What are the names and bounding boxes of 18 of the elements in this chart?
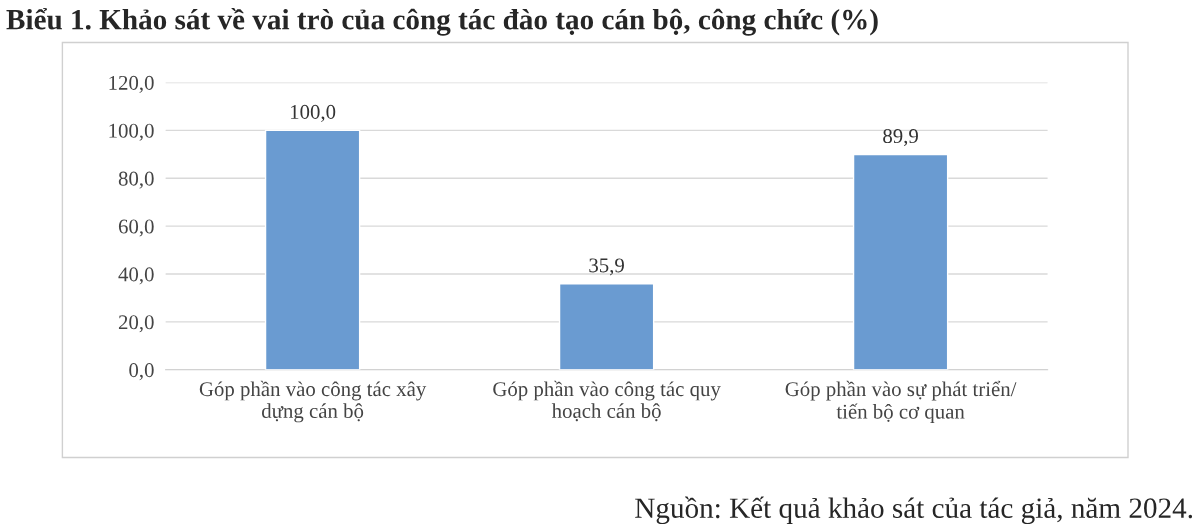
y-tick-label: 100,0 [109, 123, 154, 141]
data-label: 89,9 [883, 129, 918, 147]
x-tick-label: Góp phần vào công tác xây dựng cán bộ [199, 380, 427, 423]
bar [264, 129, 361, 370]
y-tick-label: 0,0 [129, 363, 154, 381]
y-tick-label: 60,0 [118, 219, 154, 237]
x-tick-label: Góp phần vào công tác quy hoạch cán bộ [493, 380, 721, 422]
x-tick-label: Góp phần vào sự phát triển/ tiến bộ cơ quan [785, 380, 1017, 423]
chart-title: Biểu 1. Khảo sát về vai trò của công tác đào tạo cán bộ, công chức (%) [6, 7, 878, 36]
y-tick-label: 40,0 [118, 267, 154, 285]
bar [558, 283, 655, 370]
data-label: 100,0 [291, 104, 336, 122]
data-label: 35,9 [589, 258, 624, 276]
y-tick-label: 80,0 [118, 171, 154, 189]
y-tick-label: 120,0 [109, 75, 154, 93]
text: Nguồn: Kết quả khảo sát của tác giả, năm 2024. [635, 496, 1193, 525]
y-tick-label: 20,0 [118, 315, 154, 333]
bar [852, 153, 949, 370]
